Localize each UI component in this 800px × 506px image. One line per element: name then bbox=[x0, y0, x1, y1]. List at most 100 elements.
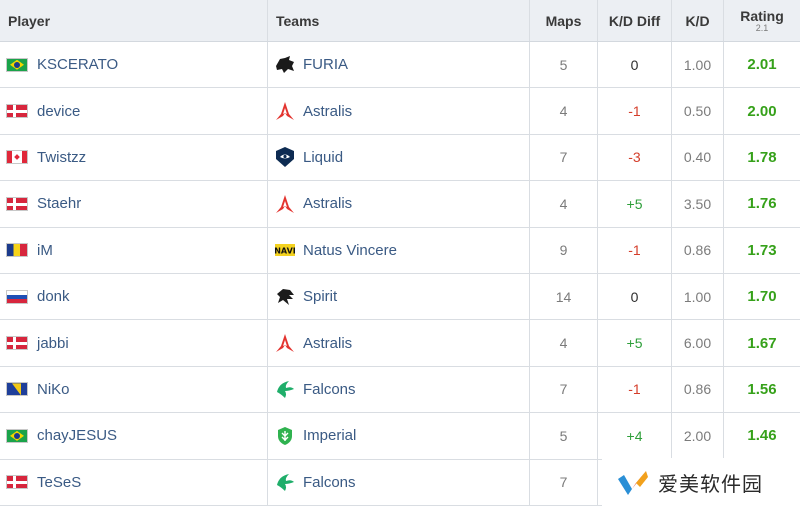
team-cell[interactable]: FURIA bbox=[268, 42, 530, 88]
player-name-link[interactable]: device bbox=[37, 102, 81, 120]
kd-diff-value: +5 bbox=[598, 320, 672, 366]
table-body: KSCERATO FURIA 5 0 1.00 2.01 device Astralis 4 -1… bbox=[0, 42, 800, 506]
denmark-flag-icon bbox=[6, 104, 28, 119]
player-name-link[interactable]: jabbi bbox=[37, 334, 69, 352]
player-name-link[interactable]: donk bbox=[37, 288, 70, 306]
player-cell[interactable]: TeSeS bbox=[0, 459, 268, 505]
kd-value: 0.40 bbox=[672, 134, 724, 181]
team-name-link[interactable]: Astralis bbox=[303, 195, 353, 213]
team-name-link[interactable]: Falcons bbox=[303, 380, 356, 398]
watermark-text: 爱美软件园 bbox=[658, 471, 763, 496]
team-cell[interactable]: Astralis bbox=[268, 320, 530, 366]
brazil-flag-icon bbox=[6, 428, 28, 443]
rating-value: 1.76 bbox=[747, 195, 777, 213]
table-row: device Astralis 4 -1 0.50 2.00 bbox=[0, 88, 800, 135]
player-name-link[interactable]: KSCERATO bbox=[37, 56, 119, 74]
russia-flag-icon bbox=[6, 289, 28, 304]
player-cell[interactable]: chayJESUS bbox=[0, 413, 268, 459]
table-row: Staehr Astralis 4 +5 3.50 1.76 bbox=[0, 181, 800, 228]
kd-value: 0.86 bbox=[672, 227, 724, 273]
team-name-link[interactable]: Astralis bbox=[303, 102, 353, 120]
table-row: KSCERATO FURIA 5 0 1.00 2.01 bbox=[0, 42, 800, 89]
team-name-link[interactable]: FURIA bbox=[303, 56, 348, 74]
spirit-logo-icon bbox=[274, 286, 296, 308]
player-name-link[interactable]: Twistzz bbox=[37, 148, 87, 166]
maps-value: 4 bbox=[530, 88, 598, 134]
kd-value: 0.50 bbox=[672, 88, 724, 134]
player-name-link[interactable]: TeSeS bbox=[37, 473, 82, 491]
team-name-link[interactable]: Spirit bbox=[303, 288, 338, 306]
rating-value: 1.56 bbox=[747, 380, 777, 398]
team-name-link[interactable]: Astralis bbox=[303, 334, 353, 352]
team-cell[interactable]: Liquid bbox=[268, 134, 530, 181]
teams-column-header[interactable]: Teams bbox=[268, 0, 530, 41]
kd-value: 0.86 bbox=[672, 366, 724, 413]
table-row: donk Spirit 14 0 1.00 1.70 bbox=[0, 273, 800, 321]
astralis-logo-icon bbox=[274, 100, 296, 122]
rating-value: 1.70 bbox=[747, 288, 777, 306]
player-column-header[interactable]: Player bbox=[0, 0, 268, 41]
team-cell[interactable]: Astralis bbox=[268, 88, 530, 134]
player-cell[interactable]: Twistzz bbox=[0, 134, 268, 181]
table-row: chayJESUS Imperial 5 +4 2.00 1.46 bbox=[0, 413, 800, 460]
player-cell[interactable]: KSCERATO bbox=[0, 42, 268, 88]
kd-diff-value: -1 bbox=[598, 366, 672, 413]
denmark-flag-icon bbox=[6, 336, 28, 351]
kd-value: 1.00 bbox=[672, 273, 724, 320]
table-row: jabbi Astralis 4 +5 6.00 1.67 bbox=[0, 320, 800, 367]
team-cell[interactable]: Spirit bbox=[268, 273, 530, 320]
watermark-logo-icon bbox=[618, 471, 648, 495]
table-row: iM NAVI Natus Vincere 9 -1 0.86 1.73 bbox=[0, 227, 800, 274]
denmark-flag-icon bbox=[6, 196, 28, 211]
team-name-link[interactable]: Liquid bbox=[303, 148, 344, 166]
player-cell[interactable]: donk bbox=[0, 273, 268, 320]
kd-diff-value: -1 bbox=[598, 88, 672, 134]
bosnia-flag-icon bbox=[6, 382, 28, 397]
kd-diff-value: 0 bbox=[598, 273, 672, 320]
astralis-logo-icon bbox=[274, 332, 296, 354]
team-cell[interactable]: Falcons bbox=[268, 459, 530, 505]
kd-value: 3.50 bbox=[672, 181, 724, 227]
maps-value: 9 bbox=[530, 227, 598, 273]
player-name-link[interactable]: Staehr bbox=[37, 195, 82, 213]
player-name-link[interactable]: chayJESUS bbox=[37, 427, 118, 445]
maps-value: 5 bbox=[530, 413, 598, 459]
rating-column-header[interactable]: Rating 2.1 bbox=[724, 0, 800, 41]
canada-flag-icon bbox=[6, 150, 28, 165]
team-name-link[interactable]: Natus Vincere bbox=[303, 241, 397, 259]
navi-logo-icon: NAVI bbox=[274, 239, 296, 261]
player-cell[interactable]: device bbox=[0, 88, 268, 134]
team-name-link[interactable]: Imperial bbox=[303, 427, 357, 445]
team-name-link[interactable]: Falcons bbox=[303, 473, 356, 491]
player-cell[interactable]: iM bbox=[0, 227, 268, 273]
rating-value: 1.46 bbox=[747, 427, 777, 445]
maps-value: 7 bbox=[530, 459, 598, 505]
player-name-link[interactable]: iM bbox=[37, 241, 53, 259]
team-cell[interactable]: Falcons bbox=[268, 366, 530, 413]
falcons-logo-icon bbox=[274, 471, 296, 493]
team-cell[interactable]: Imperial bbox=[268, 413, 530, 459]
player-cell[interactable]: Staehr bbox=[0, 181, 268, 227]
kd-column-header[interactable]: K/D bbox=[672, 0, 724, 41]
denmark-flag-icon bbox=[6, 475, 28, 490]
maps-column-header[interactable]: Maps bbox=[530, 0, 598, 41]
rating-value: 1.73 bbox=[747, 241, 777, 259]
rating-value: 1.67 bbox=[747, 334, 777, 352]
imperial-logo-icon bbox=[274, 425, 296, 447]
player-name-link[interactable]: NiKo bbox=[37, 380, 70, 398]
rating-value: 2.00 bbox=[747, 102, 777, 120]
kd-diff-column-header[interactable]: K/D Diff bbox=[598, 0, 672, 41]
maps-value: 4 bbox=[530, 320, 598, 366]
player-cell[interactable]: NiKo bbox=[0, 366, 268, 413]
player-cell[interactable]: jabbi bbox=[0, 320, 268, 366]
liquid-logo-icon bbox=[274, 146, 296, 168]
maps-value: 7 bbox=[530, 366, 598, 413]
kd-diff-value: 0 bbox=[598, 42, 672, 88]
team-cell[interactable]: NAVI Natus Vincere bbox=[268, 227, 530, 273]
maps-value: 14 bbox=[530, 273, 598, 320]
table-row: Twistzz Liquid 7 -3 0.40 1.78 bbox=[0, 134, 800, 182]
watermark: 爱美软件园 bbox=[602, 458, 800, 506]
romania-flag-icon bbox=[6, 243, 28, 258]
team-cell[interactable]: Astralis bbox=[268, 181, 530, 227]
kd-diff-value: -3 bbox=[598, 134, 672, 181]
